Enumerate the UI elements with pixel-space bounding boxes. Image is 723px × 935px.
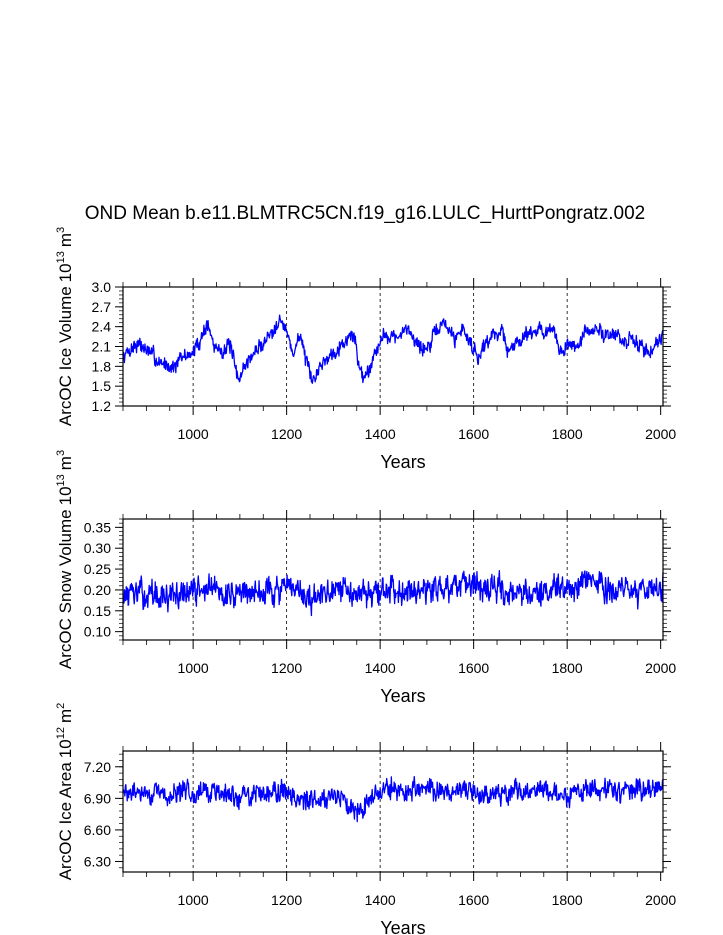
y-axis-label-ylabel-unit: m [56, 709, 75, 723]
y-axis-label-ylabel-unit: m [56, 233, 75, 247]
y-axis-label-ylabel-unit-exponent: 3 [55, 227, 67, 233]
x-axis-label: Years [380, 918, 425, 935]
panel-ice-volume: 1000 1200 1400 1600 1800 2000 1.2 1.5 1.8 2.1 2.4 2… [55, 227, 676, 472]
y-tick-label: 7.20 [84, 759, 111, 775]
x-axis-label: Years [380, 686, 425, 706]
y-tick-label: 0.10 [84, 624, 111, 640]
y-tick-label: 1.8 [92, 358, 112, 374]
x-tick-label: 1800 [552, 660, 583, 676]
y-axis-label-ylabel-unit-exponent: 2 [55, 703, 67, 709]
y-axis-label-ylabel: ArcOC Snow Volume [56, 509, 75, 669]
y-tick-label: 2.7 [92, 299, 112, 315]
y-tick-label: 0.25 [84, 561, 111, 577]
y-tick-label: 1.5 [92, 378, 112, 394]
x-tick-label: 1800 [552, 426, 583, 442]
y-axis-label: ArcOC Snow Volume 1013 m3 [55, 450, 75, 669]
x-tick-label: 1600 [458, 426, 489, 442]
x-tick-label: 1400 [365, 892, 396, 908]
x-tick-label: 1400 [365, 426, 396, 442]
series-line-ice_volume [122, 314, 664, 384]
x-tick-label: 1000 [178, 426, 209, 442]
y-tick-label: 0.15 [84, 603, 111, 619]
y-axis-label: ArcOC Ice Volume 1013 m3 [55, 227, 75, 426]
chart-panels: 1000 1200 1400 1600 1800 2000 1.2 1.5 1.8 2.1 2.4 2… [55, 227, 676, 935]
x-tick-label: 1200 [271, 426, 302, 442]
y-tick-label: 0.35 [84, 519, 111, 535]
plot-frame [122, 286, 664, 407]
x-axis-label: Years [380, 452, 425, 472]
y-axis-label-ylabel: ArcOC Ice Area [56, 762, 75, 881]
y-tick-label: 0.20 [84, 582, 111, 598]
y-axis-label-ylabel-exponent-base: 10 [56, 486, 75, 505]
y-axis-label-ylabel-exponent-base: 10 [56, 739, 75, 758]
panel-ice-area: 1000 1200 1400 1600 1800 2000 6.30 6.60 6.90 7.20… [55, 703, 676, 935]
panel-snow-volume: 1000 1200 1400 1600 1800 2000 0.10 0.15 0.20 0.25… [55, 450, 676, 706]
x-tick-label: 1200 [271, 660, 302, 676]
y-tick-label: 0.30 [84, 540, 111, 556]
y-tick-label: 6.30 [84, 853, 111, 869]
y-axis-label: ArcOC Ice Area 1012 m2 [55, 703, 75, 881]
x-tick-label: 1600 [458, 660, 489, 676]
y-axis-label-ylabel-unit-exponent: 3 [55, 450, 67, 456]
y-axis-label-ylabel: ArcOC Ice Volume [56, 286, 75, 426]
plot-frame [122, 750, 664, 873]
x-tick-label: 2000 [645, 660, 676, 676]
series-line-snow_volume [122, 569, 664, 617]
figure-title: OND Mean b.e11.BLMTRC5CN.f19_g16.LULC_Hu… [85, 203, 645, 224]
x-tick-label: 1200 [271, 892, 302, 908]
y-axis-label-ylabel-exponent: 13 [55, 474, 67, 486]
series-line-ice_area [122, 775, 664, 823]
y-tick-label: 3.0 [92, 279, 112, 295]
x-tick-label: 1400 [365, 660, 396, 676]
x-tick-label: 1000 [178, 660, 209, 676]
x-tick-label: 1800 [552, 892, 583, 908]
y-axis-label-ylabel-unit: m [56, 456, 75, 470]
y-tick-label: 6.60 [84, 822, 111, 838]
y-axis-label-ylabel-exponent-base: 10 [56, 263, 75, 282]
y-tick-label: 2.1 [92, 339, 112, 355]
x-tick-label: 1600 [458, 892, 489, 908]
x-tick-label: 2000 [645, 892, 676, 908]
x-tick-label: 2000 [645, 426, 676, 442]
y-tick-label: 2.4 [92, 319, 112, 335]
y-tick-label: 6.90 [84, 790, 111, 806]
plot-frame [122, 518, 664, 641]
y-tick-label: 1.2 [92, 398, 112, 414]
x-tick-label: 1000 [178, 892, 209, 908]
y-axis-label-ylabel-exponent: 12 [55, 727, 67, 739]
y-axis-label-ylabel-exponent: 13 [55, 251, 67, 263]
